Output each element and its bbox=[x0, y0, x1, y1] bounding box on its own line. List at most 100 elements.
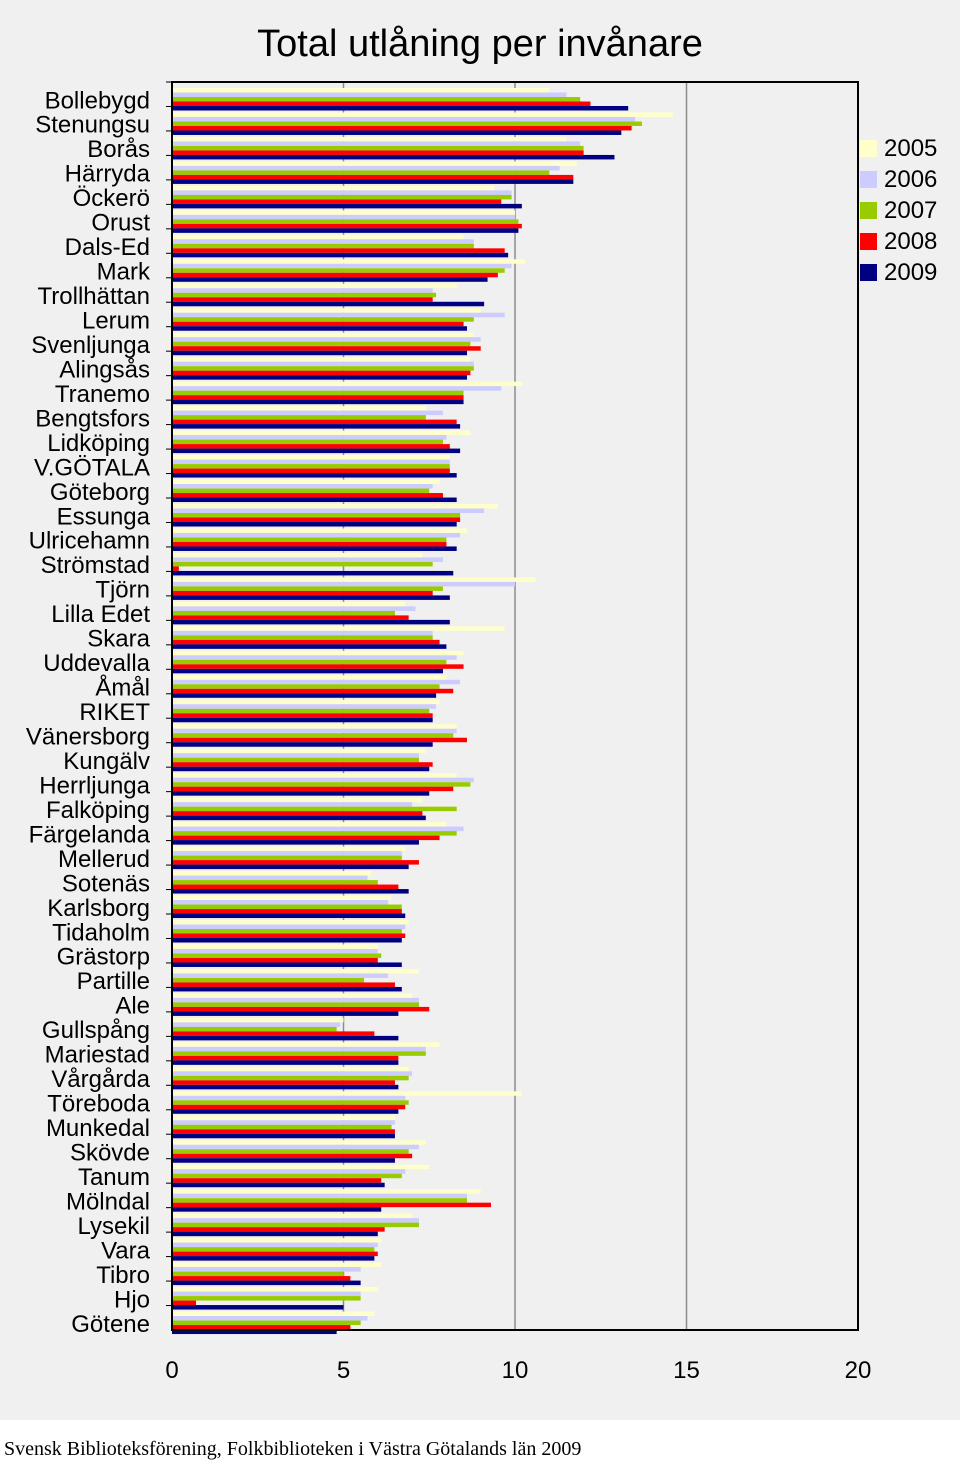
bar bbox=[172, 1213, 413, 1219]
bar bbox=[172, 283, 457, 289]
x-tick-label: 20 bbox=[845, 1357, 872, 1384]
bar bbox=[172, 773, 457, 778]
bar bbox=[172, 1256, 375, 1261]
plot-border bbox=[171, 81, 859, 1331]
bar bbox=[172, 248, 505, 253]
bar bbox=[172, 688, 454, 694]
bar bbox=[172, 766, 430, 772]
bar bbox=[172, 635, 433, 640]
legend-swatch bbox=[860, 171, 877, 188]
bar bbox=[172, 797, 423, 803]
bar bbox=[172, 1042, 440, 1047]
bar bbox=[172, 1316, 368, 1321]
bar bbox=[172, 762, 433, 767]
bar bbox=[172, 448, 461, 454]
bar bbox=[172, 693, 437, 698]
bar bbox=[172, 993, 413, 998]
bar bbox=[172, 815, 426, 821]
y-tick-label: Svenljunga bbox=[31, 332, 150, 359]
y-tick-label: Lysekil bbox=[78, 1213, 150, 1240]
bar bbox=[172, 561, 433, 567]
bar bbox=[172, 473, 457, 478]
y-tick-label: Lilla Edet bbox=[51, 601, 150, 628]
bar bbox=[172, 1026, 337, 1032]
bar bbox=[172, 361, 474, 367]
y-tick-label: RIKET bbox=[79, 699, 150, 726]
bar bbox=[172, 1046, 426, 1052]
y-tick-label: Bollebygd bbox=[45, 87, 150, 114]
bar bbox=[172, 439, 443, 445]
bar bbox=[172, 1300, 197, 1306]
bar bbox=[172, 884, 399, 890]
bar bbox=[172, 1291, 361, 1297]
bar bbox=[172, 161, 577, 166]
bar bbox=[172, 1251, 378, 1257]
y-tick-label: Mellerud bbox=[58, 846, 150, 873]
bar bbox=[172, 455, 450, 460]
bar bbox=[172, 968, 419, 974]
bar bbox=[172, 615, 409, 620]
bar bbox=[172, 239, 474, 244]
y-tick-label: Partille bbox=[77, 968, 150, 995]
x-tick-label: 10 bbox=[502, 1357, 529, 1384]
bar bbox=[172, 704, 437, 709]
bar bbox=[172, 1238, 382, 1243]
bar bbox=[172, 399, 464, 405]
bar bbox=[172, 430, 471, 436]
bar bbox=[172, 1035, 399, 1041]
y-tick-label: Ulricehamn bbox=[29, 528, 150, 555]
bar bbox=[172, 944, 378, 949]
y-tick-label: Mark bbox=[97, 259, 151, 286]
bar bbox=[172, 234, 464, 240]
bar bbox=[172, 1091, 522, 1096]
bar bbox=[172, 381, 522, 387]
bar bbox=[172, 1051, 426, 1056]
y-tick-label: Skövde bbox=[70, 1139, 150, 1166]
bar bbox=[172, 864, 409, 870]
bar bbox=[172, 900, 389, 905]
bar bbox=[172, 909, 402, 914]
bar bbox=[172, 97, 581, 102]
bar bbox=[172, 1071, 413, 1076]
chart-title: Total utlåning per invånare bbox=[257, 23, 703, 65]
bar bbox=[172, 840, 419, 845]
y-tick-label: Vänersborg bbox=[26, 723, 150, 750]
bar bbox=[172, 1109, 399, 1114]
bar bbox=[172, 190, 512, 195]
bar bbox=[172, 1311, 375, 1317]
bar bbox=[172, 737, 467, 743]
bar bbox=[172, 835, 440, 841]
bar bbox=[172, 668, 443, 674]
bar bbox=[172, 141, 581, 146]
bar bbox=[172, 1202, 491, 1208]
bar bbox=[172, 733, 454, 738]
bar bbox=[172, 199, 502, 204]
bar bbox=[172, 375, 467, 380]
bar bbox=[172, 1193, 467, 1199]
bar bbox=[172, 675, 447, 680]
bar bbox=[172, 203, 522, 209]
bar bbox=[172, 228, 519, 233]
y-tick-label: Trollhättan bbox=[38, 283, 151, 310]
bar bbox=[172, 1173, 402, 1179]
bar bbox=[172, 1242, 378, 1248]
y-tick-label: Gullspång bbox=[42, 1017, 150, 1044]
bar bbox=[172, 297, 433, 302]
bar bbox=[172, 292, 437, 298]
bar bbox=[172, 570, 454, 576]
legend-swatch bbox=[860, 140, 877, 157]
bar bbox=[172, 1218, 419, 1223]
chart-area: Total utlåning per invånare Bollebygd Ste… bbox=[0, 0, 960, 1420]
x-tick-label: 5 bbox=[337, 1357, 350, 1384]
bar bbox=[172, 1325, 351, 1330]
bar bbox=[172, 1271, 344, 1277]
bar bbox=[172, 136, 567, 142]
bar bbox=[172, 252, 509, 258]
bar bbox=[172, 630, 433, 636]
bar bbox=[172, 782, 471, 787]
bar bbox=[172, 259, 526, 264]
bar bbox=[172, 522, 457, 527]
bar bbox=[172, 337, 481, 342]
bar bbox=[172, 1104, 406, 1110]
bar bbox=[172, 880, 378, 885]
